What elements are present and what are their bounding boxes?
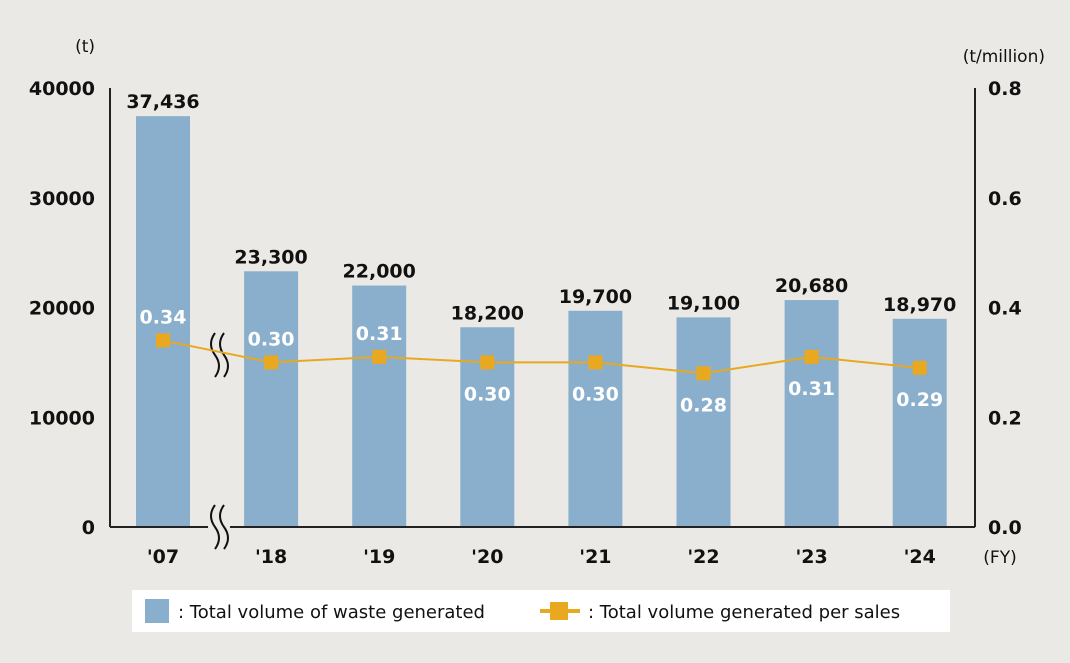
- legend-line-marker: [550, 602, 568, 620]
- bar-value-label: 23,300: [234, 246, 307, 268]
- axis-break-icon: [210, 504, 220, 550]
- x-tick-label: '23: [795, 546, 827, 568]
- x-tick-label: '18: [255, 546, 287, 568]
- line-value-label: 0.30: [572, 383, 619, 405]
- line-value-label: 0.29: [896, 389, 943, 411]
- right-tick-label: 0.0: [988, 517, 1022, 539]
- bar-4: [568, 310, 623, 527]
- line-value-label: 0.30: [248, 328, 295, 350]
- bar-value-label: 18,970: [883, 294, 956, 316]
- line-series: [162, 339, 920, 375]
- line-value-label: 0.31: [356, 323, 403, 345]
- bar-7: [892, 318, 947, 527]
- x-tick-label: '24: [904, 546, 936, 568]
- bar-5: [676, 317, 731, 527]
- right-tick-label: 0.4: [988, 298, 1022, 320]
- bar-1: [244, 271, 299, 527]
- line-marker-7: [912, 360, 927, 375]
- x-tick-label: '21: [579, 546, 611, 568]
- axis-break-icon: [219, 332, 229, 378]
- bar-value-label: 18,200: [451, 302, 524, 324]
- axis-break-gap: [208, 503, 230, 551]
- right-tick-label: 0.8: [988, 78, 1022, 100]
- line-marker-2: [372, 349, 387, 364]
- x-axis-unit: (FY): [983, 548, 1016, 568]
- legend-bar-label: : Total volume of waste generated: [178, 602, 485, 623]
- right-axis-unit: (t/million): [963, 47, 1045, 67]
- left-tick-label: 40000: [29, 78, 95, 100]
- bar-2: [352, 285, 407, 527]
- left-tick-label: 0: [82, 517, 95, 539]
- left-axis-unit: (t): [75, 37, 95, 57]
- bar-6: [784, 300, 839, 527]
- x-tick-label: '22: [687, 546, 719, 568]
- x-tick-label: '20: [471, 546, 503, 568]
- bar-value-label: 22,000: [343, 261, 416, 283]
- line-value-label: 0.28: [680, 394, 727, 416]
- line-marker-3: [480, 355, 495, 370]
- x-tick-label: '19: [363, 546, 395, 568]
- x-tick-label: '07: [147, 546, 179, 568]
- line-marker-1: [264, 355, 279, 370]
- line-value-label: 0.31: [788, 378, 835, 400]
- line-marker-6: [804, 349, 819, 364]
- line-value-label: 0.30: [464, 383, 511, 405]
- line-marker-0: [156, 333, 170, 348]
- right-tick-label: 0.6: [988, 188, 1022, 210]
- legend-bar-swatch: [145, 599, 169, 623]
- right-tick-label: 0.2: [988, 407, 1022, 429]
- axis-break-icon: [210, 332, 220, 378]
- left-tick-label: 30000: [29, 188, 95, 210]
- axis-break-gap: [208, 331, 230, 379]
- bar-value-label: 37,436: [126, 91, 199, 113]
- line-value-label: 0.34: [140, 306, 187, 328]
- bar-value-label: 19,700: [559, 286, 632, 308]
- legend-line-label: : Total volume generated per sales: [588, 602, 900, 623]
- bar-0: [136, 116, 190, 528]
- axis-break-icon: [219, 504, 229, 550]
- bar-value-label: 19,100: [667, 292, 740, 314]
- line-marker-5: [696, 366, 711, 381]
- line-marker-4: [588, 355, 603, 370]
- left-tick-label: 20000: [29, 298, 95, 320]
- left-tick-label: 10000: [29, 407, 95, 429]
- bar-value-label: 20,680: [775, 275, 848, 297]
